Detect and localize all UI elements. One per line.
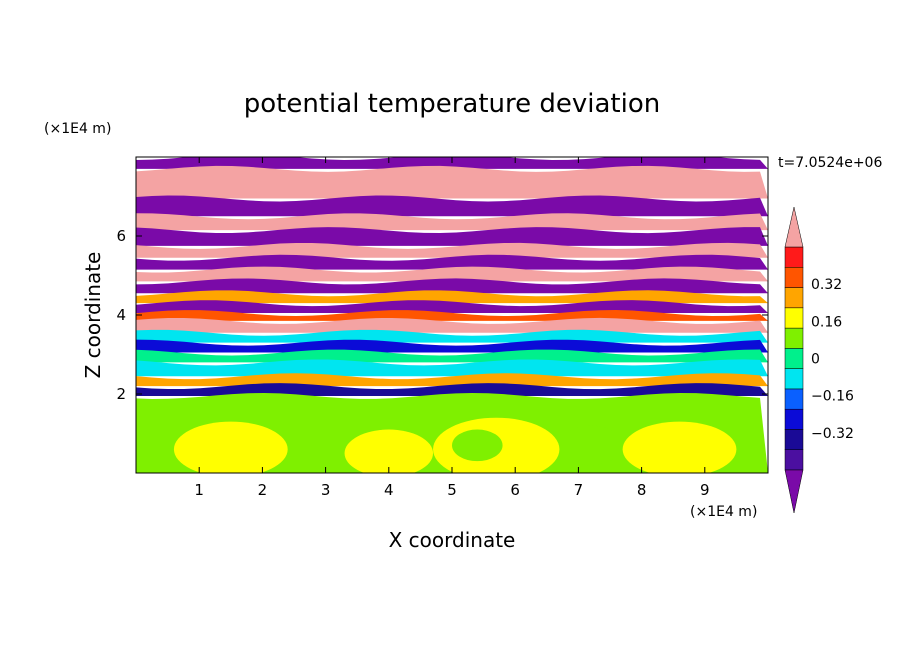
colorbar-tick-label: 0.16 [811, 314, 842, 330]
x-axis: 1 2 3 4 5 6 7 8 9 [194, 157, 710, 499]
colorbar-tick-label: 0.32 [811, 277, 842, 293]
colorbar-segment [784, 348, 804, 369]
x-tick-label: 6 [510, 481, 520, 499]
x-axis-label: X coordinate [389, 528, 516, 552]
colorbar-segment [784, 327, 804, 349]
contour-band [136, 383, 768, 396]
contour-band [136, 329, 768, 343]
x-tick-label: 3 [321, 481, 331, 499]
chart-title: potential temperature deviation [244, 89, 660, 119]
contour-band [136, 339, 768, 353]
colorbar-segment [784, 368, 804, 390]
colorbar-tick-label: −0.16 [811, 389, 854, 405]
colorbar-segment [784, 246, 804, 268]
y-tick-label: 4 [116, 306, 126, 324]
x-tick-label: 8 [637, 481, 647, 499]
colorbar: 0.32 0.16 0 −0.16 −0.32 [784, 206, 854, 514]
colorbar-segment [784, 287, 804, 309]
contour-blob [173, 421, 288, 473]
contour-band [136, 242, 768, 258]
contour-band [136, 290, 768, 304]
contour-band [136, 227, 768, 246]
contour-band [136, 317, 768, 333]
colorbar-segment [784, 449, 804, 471]
colorbar-extend-high [784, 206, 804, 248]
contour-band [136, 359, 768, 377]
contour-field [136, 157, 768, 473]
contour-band [136, 266, 768, 282]
contour-band [136, 278, 768, 294]
contour-band [136, 300, 768, 314]
colorbar-extend-low [784, 469, 804, 514]
y-unit-label: (×1E4 m) [44, 121, 111, 137]
colorbar-segment [784, 267, 804, 288]
x-tick-label: 4 [384, 481, 394, 499]
contour-blob [344, 429, 434, 473]
x-tick-label: 5 [447, 481, 457, 499]
colorbar-tick-label: −0.32 [811, 426, 854, 442]
x-unit-label: (×1E4 m) [690, 504, 757, 520]
x-tick-label: 7 [574, 481, 584, 499]
contour-blob [559, 425, 623, 466]
x-tick-label: 9 [700, 481, 710, 499]
contour-band [136, 213, 768, 231]
contour-band [136, 165, 768, 199]
y-tick-label: 6 [116, 227, 126, 245]
colorbar-segment [784, 307, 804, 329]
colorbar-tick-label: 0 [811, 352, 820, 368]
time-label: t=7.0524e+06 [778, 155, 882, 171]
contour-band [136, 254, 768, 270]
contour-blob [622, 421, 737, 473]
y-axis-label: Z coordinate [81, 252, 105, 379]
contour-blob [452, 429, 503, 462]
colorbar-segment [784, 429, 804, 450]
contour-band [136, 195, 768, 217]
contour-band [136, 349, 768, 363]
y-tick-label: 2 [116, 385, 126, 403]
colorbar-segment [784, 408, 804, 430]
x-tick-label: 2 [258, 481, 268, 499]
x-tick-label: 1 [194, 481, 204, 499]
y-axis: 2 4 6 [116, 227, 768, 403]
contour-band [136, 373, 768, 387]
colorbar-segment [784, 388, 804, 410]
